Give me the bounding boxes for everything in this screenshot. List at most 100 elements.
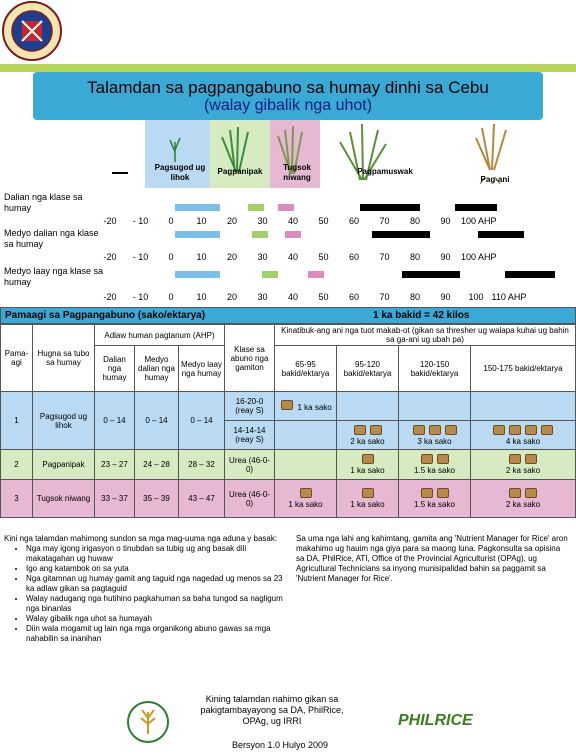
yield-cell: 1.5 ka sako xyxy=(398,479,471,518)
header-klase: Klase sa abuno nga gamiton xyxy=(224,324,275,392)
sack-icon xyxy=(299,488,312,498)
sack-icon xyxy=(436,488,449,498)
header-banner: Talamdan sa pagpangabuno sa humay dinhi … xyxy=(33,72,543,120)
bar-dalian-tugsok xyxy=(278,204,294,211)
sack-icon xyxy=(525,424,537,435)
yield-cell xyxy=(470,391,576,421)
tick-label: - 10 xyxy=(132,216,149,226)
tick-label: 20 xyxy=(226,292,237,302)
bar-dalian-pagpamuswak xyxy=(360,204,420,211)
yield-cell: 1 ka sako xyxy=(336,479,399,518)
notes-left: Kini nga talamdan mahimong sundon sa mga… xyxy=(4,534,284,644)
tick-label: 40 xyxy=(287,252,298,262)
sack-icon xyxy=(361,454,374,464)
ticks-medyo-laay: -20 - 10 0 10 20 30 40 50 60 70 80 90 100 110 AHP xyxy=(95,292,575,304)
note-item: Nga may igong irigasyon o tinubdan sa tu… xyxy=(26,544,284,564)
stage-label-pagani: Pag-ani xyxy=(480,175,510,184)
sack-icon xyxy=(541,424,553,435)
stage-box-pagsugod xyxy=(145,120,210,188)
da-logo-icon xyxy=(127,701,169,743)
sack-icon xyxy=(509,454,521,464)
tick-label: 70 xyxy=(379,252,390,262)
tick-label: 90 xyxy=(440,292,451,302)
tick-label: 110 AHP xyxy=(491,292,527,302)
tick-label: 80 xyxy=(409,216,420,226)
header-hugna: Hugna sa tubo sa humay xyxy=(32,324,95,392)
tick-label: 90 xyxy=(440,216,451,226)
sack-icon xyxy=(444,424,457,435)
tick-label: 70 xyxy=(379,292,390,302)
bar-dalian-pagsugod xyxy=(175,204,220,211)
tick-label: 20 xyxy=(226,252,237,262)
yield-cell xyxy=(274,420,337,450)
tick-label: 70 xyxy=(379,216,390,226)
sack-icon xyxy=(493,424,505,435)
sack-icon xyxy=(509,424,521,435)
rice-plants-illustration xyxy=(169,123,507,185)
header-yield-2: 95-120 bakid/ektarya xyxy=(336,345,399,392)
tick-label: 60 xyxy=(348,252,359,262)
note-item: Diin wala mogamit ug lain nga mga organi… xyxy=(26,624,284,644)
row-fertilizer: Urea (46-0-0) xyxy=(224,479,275,518)
sack-icon xyxy=(281,400,294,410)
sack-icon xyxy=(428,424,441,435)
bar-medyo-dalian-pagpanipak xyxy=(252,231,268,238)
header-yield-3: 120-150 bakid/ektarya xyxy=(398,345,471,392)
sack-icon xyxy=(353,424,366,435)
top-banner xyxy=(0,0,576,64)
sack-icon xyxy=(412,424,425,435)
row-medyo-laay: 28 – 32 xyxy=(178,449,225,480)
green-band xyxy=(0,64,576,72)
sack-icon xyxy=(525,488,537,498)
tick-label: 100 xyxy=(468,292,484,302)
stage-box-pagpanipak xyxy=(210,120,270,188)
sack-icon xyxy=(509,488,521,498)
sack-icon xyxy=(420,488,433,498)
conversion-note: 1 ka bakid = 42 kilos xyxy=(373,310,470,321)
notes-left-intro: Kini nga talamdan mahimong sundon sa mga… xyxy=(4,534,278,543)
row-medyo-dalian: 35 – 39 xyxy=(134,479,179,518)
tick-label: 50 xyxy=(318,252,329,262)
tick-label: 100 AHP xyxy=(461,252,497,262)
sowing-marker xyxy=(112,172,128,174)
yield-cell xyxy=(398,391,471,421)
tick-label: 50 xyxy=(318,292,329,302)
bar-medyo-laay-pagani xyxy=(505,271,555,278)
variety-label-medyo-laay: Medyo laay nga klase sa humay xyxy=(4,266,104,287)
province-seal-icon xyxy=(2,1,62,61)
stage-label-pagpamuswak: Pagpamuswak xyxy=(357,167,413,176)
row-num: 1 xyxy=(0,391,33,450)
footer-version: Bersyon 1.0 Hulyo 2009 xyxy=(231,740,329,750)
yield-cell: 1 ka sako xyxy=(274,479,337,518)
row-fertilizer: 16-20-0 (reay S) xyxy=(224,391,275,421)
sack-icon xyxy=(525,454,537,464)
ticks-dalian: -20 - 10 0 10 20 30 40 50 60 70 80 90 100 AHP xyxy=(95,216,565,228)
note-item: Walay gibalik nga uhot sa humayah xyxy=(26,614,284,624)
sack-icon xyxy=(436,454,449,464)
row-medyo-dalian: 0 – 14 xyxy=(134,391,179,450)
header-kinatibuk: Kinatibuk-ang ani nga tuot makab-ot (gik… xyxy=(274,324,576,346)
note-item: Nga gitamnan ug humay gamit ang taguid n… xyxy=(26,574,284,594)
bar-medyo-laay-pagpamuswak xyxy=(402,271,460,278)
variety-label-dalian: Dalian nga klase sa humay xyxy=(4,192,83,213)
tick-label: - 10 xyxy=(132,292,149,302)
bar-medyo-dalian-pagsugod xyxy=(175,231,220,238)
sack-icon xyxy=(369,424,382,435)
note-item: Walay nadugang nga hutihino pagkahuman s… xyxy=(26,594,284,614)
stage-label-pagsugod: Pagsugod ug lihok xyxy=(154,163,206,182)
tick-label: - 10 xyxy=(132,252,149,262)
yield-cell: 2 ka sako xyxy=(470,479,576,518)
yield-cell: 1 ka sako xyxy=(274,391,337,421)
yield-cell xyxy=(274,449,337,480)
row-fertilizer: Urea (46-0-0) xyxy=(224,449,275,480)
header-yield-1: 65-95 bakid/ektarya xyxy=(274,345,337,392)
yield-cell: 2 ka sako xyxy=(470,449,576,480)
stage-label-pagpanipak: Pagpanipak xyxy=(217,167,263,176)
row-num: 3 xyxy=(0,479,33,518)
tick-label: 0 xyxy=(168,216,174,226)
tick-label: 60 xyxy=(348,216,359,226)
yield-cell: 2 ka sako xyxy=(336,420,399,450)
row-dalian: 23 – 27 xyxy=(94,449,135,480)
row-num: 2 xyxy=(0,449,33,480)
bar-medyo-dalian-pagani xyxy=(478,231,524,238)
